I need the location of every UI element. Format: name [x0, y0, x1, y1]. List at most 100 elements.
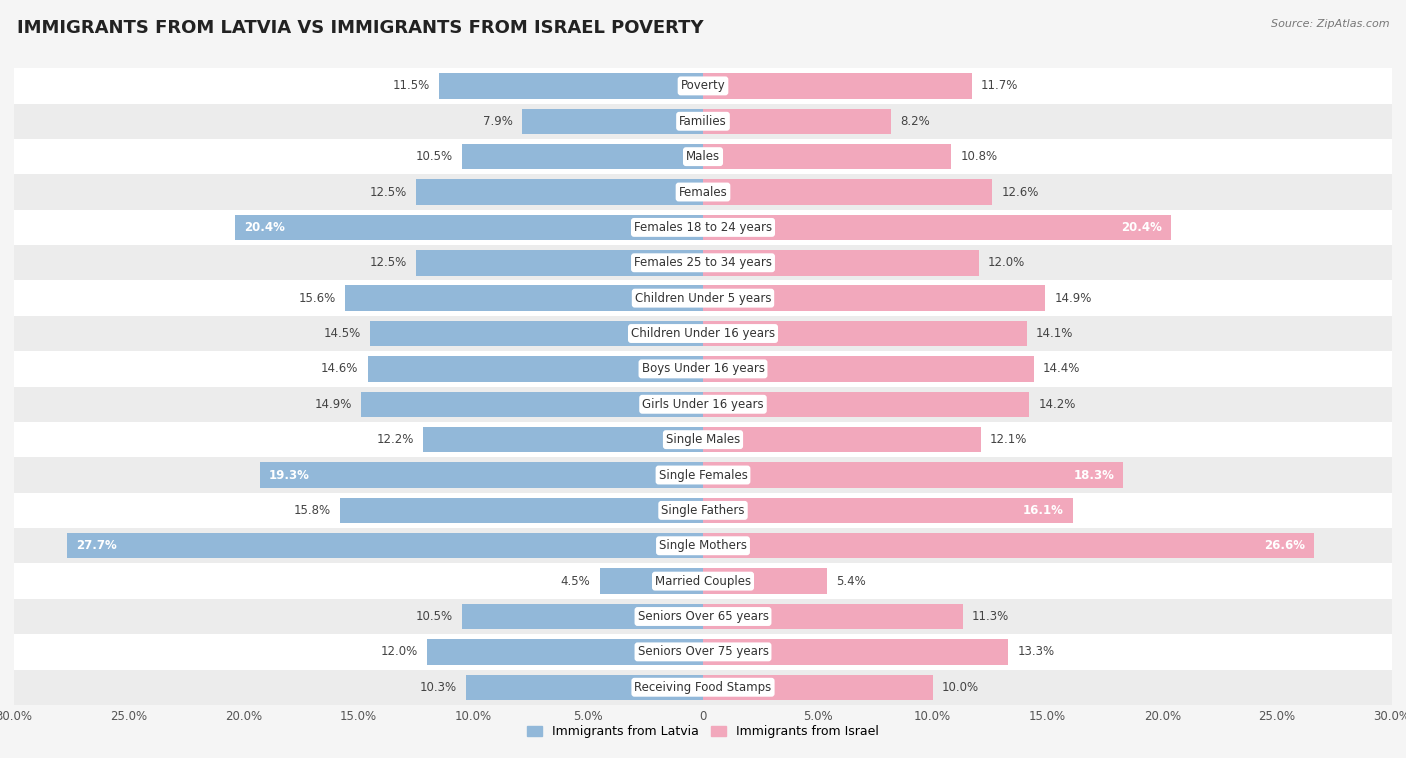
Text: 13.3%: 13.3% [1018, 645, 1054, 659]
Text: Children Under 5 years: Children Under 5 years [634, 292, 772, 305]
Text: 15.8%: 15.8% [294, 504, 330, 517]
Bar [703, 74, 972, 99]
Bar [703, 392, 1029, 417]
Bar [439, 74, 703, 99]
Text: 10.5%: 10.5% [416, 150, 453, 163]
Text: 14.4%: 14.4% [1043, 362, 1080, 375]
Bar [467, 675, 703, 700]
Bar [703, 675, 932, 700]
Text: Boys Under 16 years: Boys Under 16 years [641, 362, 765, 375]
Bar [344, 286, 703, 311]
Bar [522, 108, 703, 134]
Bar [14, 280, 1392, 316]
Text: 8.2%: 8.2% [900, 114, 931, 128]
Bar [461, 604, 703, 629]
Bar [14, 68, 1392, 104]
Bar [703, 356, 1033, 381]
Text: 5.4%: 5.4% [837, 575, 866, 587]
Text: Seniors Over 65 years: Seniors Over 65 years [637, 610, 769, 623]
Bar [14, 174, 1392, 210]
Text: 15.6%: 15.6% [298, 292, 336, 305]
Bar [14, 599, 1392, 634]
Bar [703, 321, 1026, 346]
Bar [370, 321, 703, 346]
Text: Families: Families [679, 114, 727, 128]
Text: 16.1%: 16.1% [1022, 504, 1063, 517]
Bar [423, 427, 703, 453]
Bar [703, 462, 1123, 487]
Text: 14.9%: 14.9% [1054, 292, 1091, 305]
Bar [703, 144, 950, 169]
Text: 11.7%: 11.7% [981, 80, 1018, 92]
Bar [461, 144, 703, 169]
Bar [368, 356, 703, 381]
Bar [703, 639, 1008, 665]
Bar [14, 634, 1392, 669]
Text: Seniors Over 75 years: Seniors Over 75 years [637, 645, 769, 659]
Text: Females 25 to 34 years: Females 25 to 34 years [634, 256, 772, 269]
Text: Males: Males [686, 150, 720, 163]
Bar [14, 387, 1392, 422]
Text: Females 18 to 24 years: Females 18 to 24 years [634, 221, 772, 234]
Bar [14, 245, 1392, 280]
Text: 14.1%: 14.1% [1036, 327, 1073, 340]
Bar [703, 286, 1045, 311]
Text: 14.5%: 14.5% [323, 327, 361, 340]
Bar [703, 568, 827, 594]
Text: Single Females: Single Females [658, 468, 748, 481]
Text: 12.5%: 12.5% [370, 256, 406, 269]
Bar [14, 351, 1392, 387]
Bar [14, 422, 1392, 457]
Text: 12.5%: 12.5% [370, 186, 406, 199]
Bar [416, 180, 703, 205]
Text: 14.2%: 14.2% [1038, 398, 1076, 411]
Bar [703, 533, 1313, 559]
Text: Single Males: Single Males [666, 433, 740, 446]
Text: 20.4%: 20.4% [243, 221, 284, 234]
Bar [14, 210, 1392, 245]
Text: Children Under 16 years: Children Under 16 years [631, 327, 775, 340]
Text: 11.5%: 11.5% [392, 80, 430, 92]
Text: Females: Females [679, 186, 727, 199]
Text: 14.9%: 14.9% [315, 398, 352, 411]
Text: 12.0%: 12.0% [381, 645, 418, 659]
Bar [14, 139, 1392, 174]
Bar [416, 250, 703, 275]
Text: 12.6%: 12.6% [1001, 186, 1039, 199]
Bar [14, 457, 1392, 493]
Text: 12.1%: 12.1% [990, 433, 1028, 446]
Bar [14, 528, 1392, 563]
Bar [260, 462, 703, 487]
Text: 18.3%: 18.3% [1073, 468, 1114, 481]
Text: Single Fathers: Single Fathers [661, 504, 745, 517]
Legend: Immigrants from Latvia, Immigrants from Israel: Immigrants from Latvia, Immigrants from … [522, 720, 884, 744]
Text: 10.0%: 10.0% [942, 681, 979, 694]
Text: 19.3%: 19.3% [269, 468, 309, 481]
Bar [703, 108, 891, 134]
Bar [14, 104, 1392, 139]
Text: 12.0%: 12.0% [988, 256, 1025, 269]
Bar [703, 498, 1073, 523]
Text: Married Couples: Married Couples [655, 575, 751, 587]
Bar [14, 669, 1392, 705]
Bar [67, 533, 703, 559]
Text: 4.5%: 4.5% [561, 575, 591, 587]
Text: Girls Under 16 years: Girls Under 16 years [643, 398, 763, 411]
Text: 10.5%: 10.5% [416, 610, 453, 623]
Bar [599, 568, 703, 594]
Bar [235, 215, 703, 240]
Text: Source: ZipAtlas.com: Source: ZipAtlas.com [1271, 19, 1389, 29]
Text: 10.8%: 10.8% [960, 150, 997, 163]
Bar [703, 180, 993, 205]
Bar [340, 498, 703, 523]
Text: 11.3%: 11.3% [972, 610, 1010, 623]
Bar [703, 250, 979, 275]
Text: 14.6%: 14.6% [321, 362, 359, 375]
Text: 27.7%: 27.7% [76, 539, 117, 553]
Bar [427, 639, 703, 665]
Text: 12.2%: 12.2% [377, 433, 413, 446]
Text: Poverty: Poverty [681, 80, 725, 92]
Text: 20.4%: 20.4% [1122, 221, 1163, 234]
Bar [361, 392, 703, 417]
Bar [14, 316, 1392, 351]
